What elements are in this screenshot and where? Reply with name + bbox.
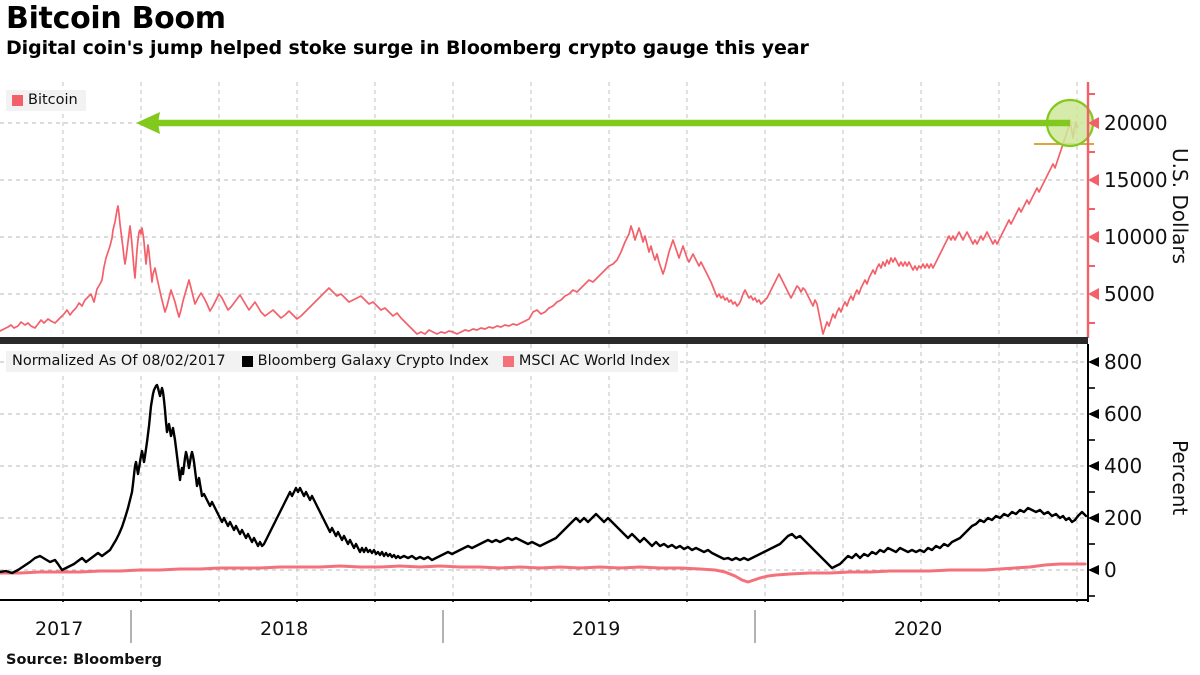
annotation-left-arrow <box>136 112 1070 134</box>
legend-label-galaxy: Bloomberg Galaxy Crypto Index <box>257 353 489 369</box>
indices-legend[interactable]: Normalized As Of 08/02/2017 Bloomberg Ga… <box>6 351 679 372</box>
xtick-2018: 2018 <box>260 618 309 640</box>
xtick-2017: 2017 <box>35 618 84 640</box>
page-subtitle: Digital coin's jump helped stoke surge i… <box>6 37 809 59</box>
header: Bitcoin Boom Digital coin's jump helped … <box>6 2 1196 60</box>
legend-item-bitcoin[interactable]: Bitcoin <box>12 92 78 109</box>
upper-ytick-20000: 20000 <box>1104 111 1168 135</box>
bitcoin-swatch-icon <box>12 95 23 106</box>
bitcoin-price-chart <box>0 82 1200 338</box>
legend-label-msci: MSCI AC World Index <box>518 353 671 369</box>
galaxy-swatch-icon <box>241 356 253 367</box>
upper-ytick-10000: 10000 <box>1104 225 1168 249</box>
page-title: Bitcoin Boom <box>6 1 226 36</box>
bitcoin-plot-svg <box>0 82 1099 338</box>
xtick-2020: 2020 <box>894 618 943 640</box>
normalized-indices-chart <box>0 344 1200 602</box>
source-label: Source: Bloomberg <box>6 652 162 668</box>
panel-divider <box>0 337 1088 344</box>
lower-ytick-600: 600 <box>1104 402 1143 426</box>
upper-ytick-5000: 5000 <box>1104 282 1155 306</box>
lower-ytick-200: 200 <box>1104 506 1143 530</box>
legend-label-bitcoin: Bitcoin <box>28 92 78 108</box>
bitcoin-price-line <box>0 119 1079 335</box>
legend-normalization-note: Normalized As Of 08/02/2017 <box>12 353 226 369</box>
upper-axis-title: U.S. Dollars <box>1168 148 1192 265</box>
lower-ytick-400: 400 <box>1104 454 1143 478</box>
legend-item-msci[interactable]: MSCI AC World Index <box>502 353 671 370</box>
lower-vertical-gridlines <box>62 344 1078 600</box>
lower-ytick-800: 800 <box>1104 350 1143 374</box>
lower-x-axis <box>0 599 1088 602</box>
lower-ytick-0: 0 <box>1104 558 1117 582</box>
galaxy-crypto-line <box>0 383 1088 575</box>
msci-world-line <box>0 562 1087 584</box>
xtick-2019: 2019 <box>572 618 621 640</box>
upper-right-axis <box>1086 82 1099 338</box>
lower-right-axis <box>1087 344 1099 602</box>
indices-plot-svg <box>0 344 1099 602</box>
legend-item-galaxy[interactable]: Bloomberg Galaxy Crypto Index <box>241 353 489 370</box>
lower-axis-title: Percent <box>1168 440 1192 516</box>
msci-swatch-icon <box>502 356 514 367</box>
bitcoin-legend[interactable]: Bitcoin <box>6 90 86 111</box>
upper-ytick-15000: 15000 <box>1104 168 1168 192</box>
xaxis-year-separators <box>130 610 756 643</box>
